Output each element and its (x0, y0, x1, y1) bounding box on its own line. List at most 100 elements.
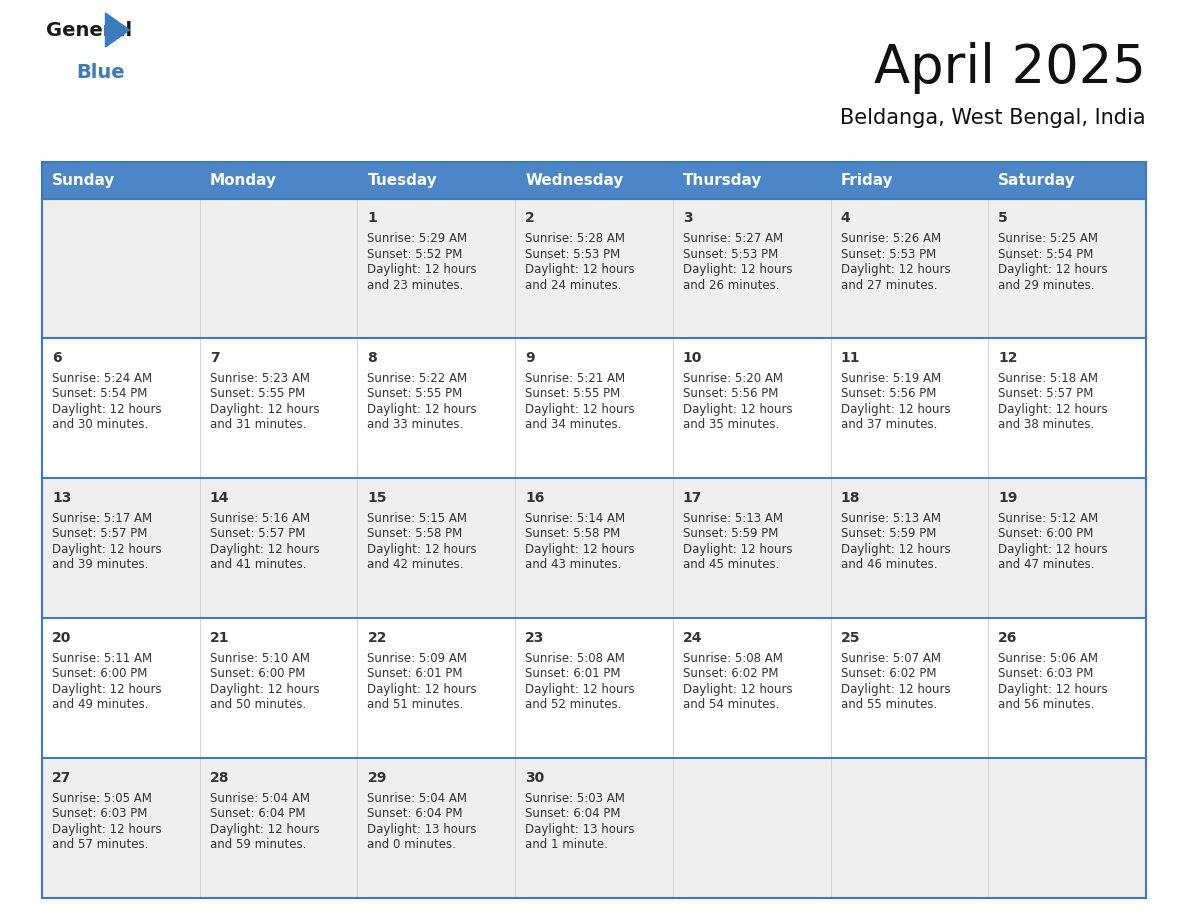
Text: 3: 3 (683, 211, 693, 226)
Text: Wednesday: Wednesday (525, 173, 624, 188)
Text: 14: 14 (210, 491, 229, 505)
Text: Sunset: 6:04 PM: Sunset: 6:04 PM (367, 807, 463, 820)
Text: and 37 minutes.: and 37 minutes. (841, 419, 937, 431)
Text: Sunrise: 5:08 AM: Sunrise: 5:08 AM (683, 652, 783, 665)
Text: Daylight: 12 hours: Daylight: 12 hours (367, 543, 478, 555)
Text: and 1 minute.: and 1 minute. (525, 838, 608, 851)
Text: Daylight: 12 hours: Daylight: 12 hours (841, 683, 950, 696)
Text: 4: 4 (841, 211, 851, 226)
Bar (42, 198, 1146, 339)
Text: and 47 minutes.: and 47 minutes. (998, 558, 1095, 571)
Text: Sunrise: 5:20 AM: Sunrise: 5:20 AM (683, 372, 783, 385)
Text: Sunset: 5:57 PM: Sunset: 5:57 PM (52, 527, 147, 541)
Text: 1: 1 (367, 211, 377, 226)
Text: Daylight: 12 hours: Daylight: 12 hours (683, 263, 792, 276)
Text: 28: 28 (210, 771, 229, 785)
Text: and 39 minutes.: and 39 minutes. (52, 558, 148, 571)
Text: Sunset: 5:54 PM: Sunset: 5:54 PM (998, 248, 1094, 261)
Text: 19: 19 (998, 491, 1018, 505)
Text: 21: 21 (210, 632, 229, 645)
Text: and 31 minutes.: and 31 minutes. (210, 419, 307, 431)
Text: and 56 minutes.: and 56 minutes. (998, 699, 1094, 711)
Text: Sunset: 6:01 PM: Sunset: 6:01 PM (525, 667, 620, 680)
Bar (200, 162, 358, 198)
Text: Sunrise: 5:06 AM: Sunrise: 5:06 AM (998, 652, 1098, 665)
Text: and 55 minutes.: and 55 minutes. (841, 699, 937, 711)
Text: Daylight: 12 hours: Daylight: 12 hours (525, 683, 634, 696)
Text: Sunset: 6:02 PM: Sunset: 6:02 PM (841, 667, 936, 680)
Text: 12: 12 (998, 352, 1018, 365)
Text: Sunrise: 5:25 AM: Sunrise: 5:25 AM (998, 232, 1098, 245)
Text: 30: 30 (525, 771, 544, 785)
Text: 17: 17 (683, 491, 702, 505)
Text: Friday: Friday (841, 173, 893, 188)
Text: 6: 6 (52, 352, 62, 365)
Bar (42, 758, 1146, 898)
Text: Sunrise: 5:16 AM: Sunrise: 5:16 AM (210, 512, 310, 525)
Text: Daylight: 12 hours: Daylight: 12 hours (683, 683, 792, 696)
Text: 2: 2 (525, 211, 535, 226)
Bar (42, 618, 1146, 758)
Bar (988, 162, 1146, 198)
Text: Daylight: 12 hours: Daylight: 12 hours (841, 543, 950, 555)
Text: Sunrise: 5:19 AM: Sunrise: 5:19 AM (841, 372, 941, 385)
Polygon shape (106, 13, 129, 47)
Text: Daylight: 12 hours: Daylight: 12 hours (52, 403, 162, 416)
Text: 11: 11 (841, 352, 860, 365)
Text: Sunrise: 5:11 AM: Sunrise: 5:11 AM (52, 652, 152, 665)
Text: Daylight: 12 hours: Daylight: 12 hours (998, 263, 1108, 276)
Text: and 57 minutes.: and 57 minutes. (52, 838, 148, 851)
Text: and 23 minutes.: and 23 minutes. (367, 278, 463, 292)
Text: and 46 minutes.: and 46 minutes. (841, 558, 937, 571)
Text: Sunrise: 5:26 AM: Sunrise: 5:26 AM (841, 232, 941, 245)
Text: 23: 23 (525, 632, 544, 645)
Text: Sunrise: 5:04 AM: Sunrise: 5:04 AM (367, 791, 467, 804)
Text: Sunday: Sunday (52, 173, 115, 188)
Text: Sunrise: 5:27 AM: Sunrise: 5:27 AM (683, 232, 783, 245)
Text: Daylight: 12 hours: Daylight: 12 hours (683, 403, 792, 416)
Text: Sunset: 5:57 PM: Sunset: 5:57 PM (998, 387, 1094, 400)
Text: Daylight: 12 hours: Daylight: 12 hours (52, 543, 162, 555)
Text: Sunset: 5:56 PM: Sunset: 5:56 PM (841, 387, 936, 400)
Text: 16: 16 (525, 491, 544, 505)
Text: Daylight: 12 hours: Daylight: 12 hours (52, 683, 162, 696)
Text: Sunset: 6:01 PM: Sunset: 6:01 PM (367, 667, 463, 680)
Text: Sunset: 5:52 PM: Sunset: 5:52 PM (367, 248, 463, 261)
Text: Daylight: 12 hours: Daylight: 12 hours (998, 683, 1108, 696)
Text: Daylight: 12 hours: Daylight: 12 hours (841, 263, 950, 276)
Text: and 24 minutes.: and 24 minutes. (525, 278, 621, 292)
Text: Sunset: 5:59 PM: Sunset: 5:59 PM (683, 527, 778, 541)
Text: 5: 5 (998, 211, 1009, 226)
Text: Sunrise: 5:12 AM: Sunrise: 5:12 AM (998, 512, 1099, 525)
Text: 25: 25 (841, 632, 860, 645)
Bar (42, 162, 200, 198)
Text: Sunset: 5:53 PM: Sunset: 5:53 PM (841, 248, 936, 261)
Text: and 50 minutes.: and 50 minutes. (210, 699, 307, 711)
Text: Sunset: 5:55 PM: Sunset: 5:55 PM (367, 387, 462, 400)
Text: Sunset: 5:58 PM: Sunset: 5:58 PM (525, 527, 620, 541)
Bar (516, 162, 672, 198)
Text: and 59 minutes.: and 59 minutes. (210, 838, 307, 851)
Text: Sunset: 5:55 PM: Sunset: 5:55 PM (210, 387, 305, 400)
Text: Sunset: 6:03 PM: Sunset: 6:03 PM (52, 807, 147, 820)
Bar (42, 478, 1146, 618)
Text: Daylight: 12 hours: Daylight: 12 hours (998, 543, 1108, 555)
Text: and 38 minutes.: and 38 minutes. (998, 419, 1094, 431)
Text: Daylight: 12 hours: Daylight: 12 hours (367, 683, 478, 696)
Text: Sunrise: 5:14 AM: Sunrise: 5:14 AM (525, 512, 625, 525)
Text: and 51 minutes.: and 51 minutes. (367, 699, 463, 711)
Bar (672, 162, 830, 198)
Text: and 42 minutes.: and 42 minutes. (367, 558, 465, 571)
Text: Sunset: 6:00 PM: Sunset: 6:00 PM (52, 667, 147, 680)
Text: Thursday: Thursday (683, 173, 763, 188)
Text: and 26 minutes.: and 26 minutes. (683, 278, 779, 292)
Text: 18: 18 (841, 491, 860, 505)
Text: and 33 minutes.: and 33 minutes. (367, 419, 463, 431)
Text: Daylight: 12 hours: Daylight: 12 hours (998, 403, 1108, 416)
Text: and 0 minutes.: and 0 minutes. (367, 838, 456, 851)
Text: Sunset: 6:03 PM: Sunset: 6:03 PM (998, 667, 1094, 680)
Text: Sunset: 5:58 PM: Sunset: 5:58 PM (367, 527, 462, 541)
Text: Sunrise: 5:15 AM: Sunrise: 5:15 AM (367, 512, 467, 525)
Text: Sunset: 5:53 PM: Sunset: 5:53 PM (683, 248, 778, 261)
Text: Sunset: 6:00 PM: Sunset: 6:00 PM (998, 527, 1094, 541)
